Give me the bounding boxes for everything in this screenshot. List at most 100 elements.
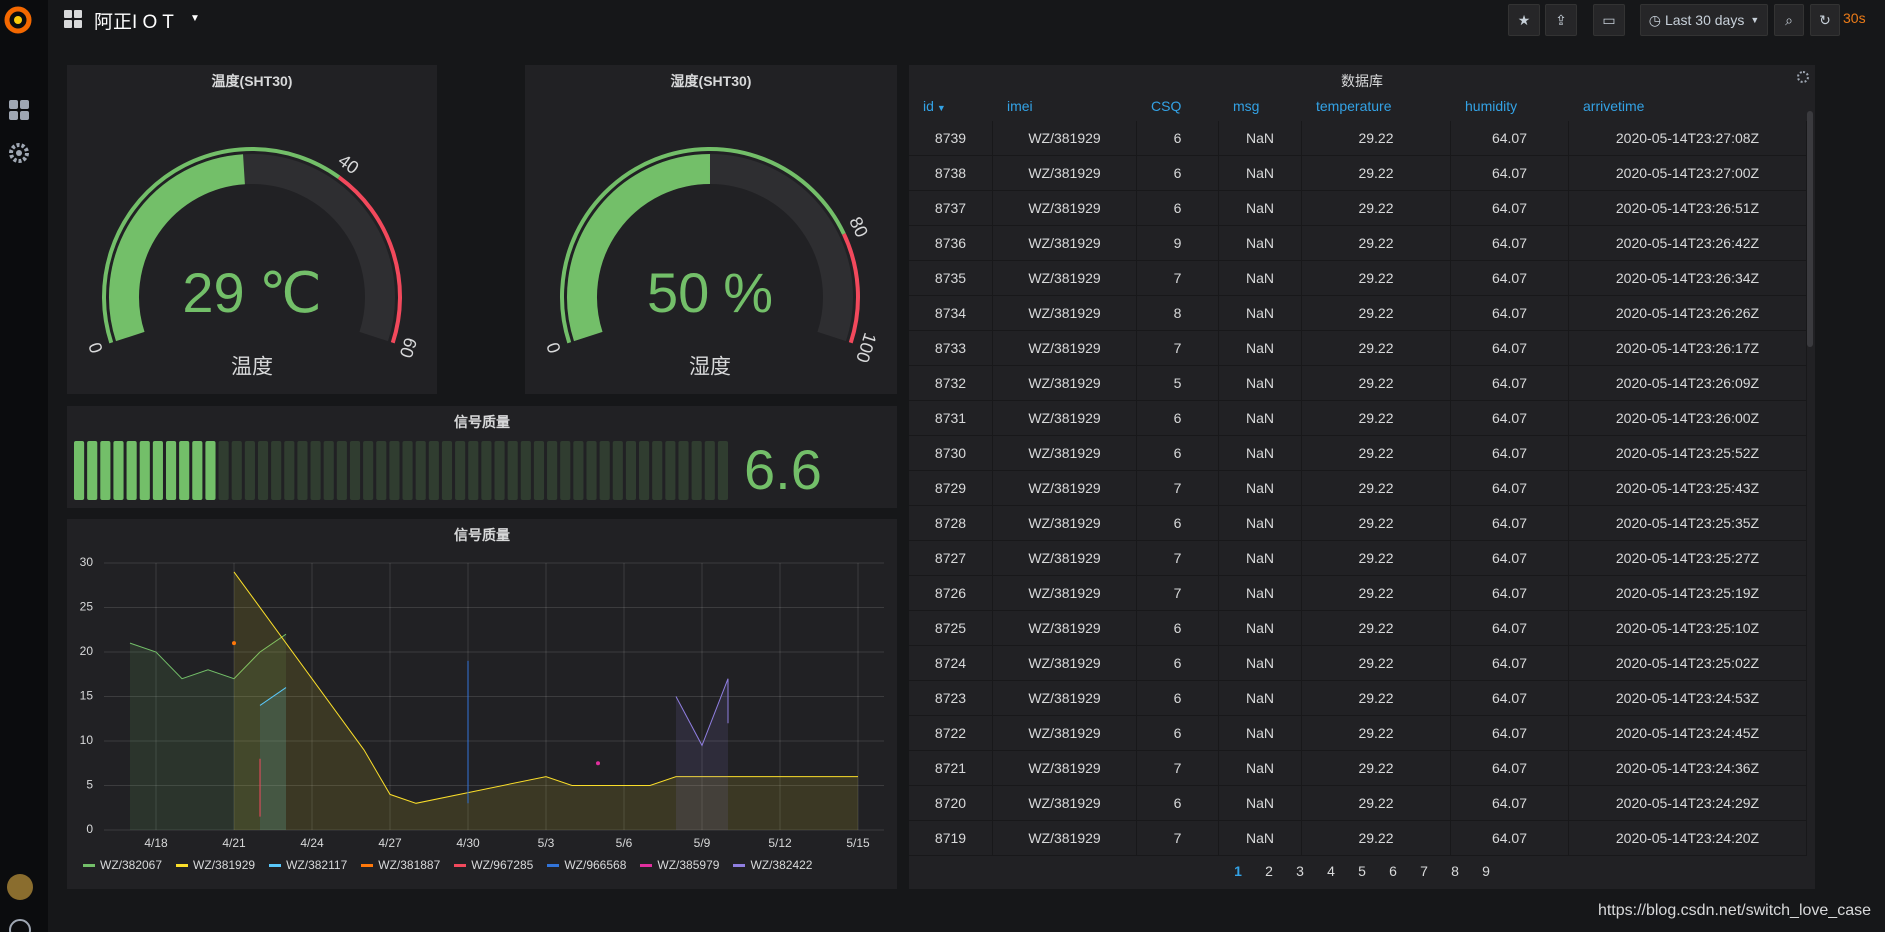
dashboard-icon xyxy=(64,10,82,28)
table-cell: 7 xyxy=(1137,471,1219,506)
table-cell: 64.07 xyxy=(1451,226,1569,261)
cell xyxy=(704,441,715,500)
page-link[interactable]: 7 xyxy=(1420,863,1428,879)
table-row: 8728 WZ/381929 6 NaN 29.22 64.07 2020-05-14T23… xyxy=(909,506,1807,541)
table-cell: WZ/381929 xyxy=(993,331,1137,366)
table-cell: 8722 xyxy=(909,716,993,751)
x-tick-label: 5/15 xyxy=(846,836,870,850)
column-header[interactable]: arrivetime xyxy=(1569,94,1807,119)
gauge-value xyxy=(109,154,246,342)
cell xyxy=(428,441,439,500)
page-link[interactable]: 3 xyxy=(1296,863,1304,879)
title-caret[interactable]: ▼ xyxy=(190,13,200,24)
cell xyxy=(310,441,321,500)
dashboard-title[interactable]: 阿正I O T xyxy=(94,12,174,33)
cell xyxy=(126,441,137,500)
column-header[interactable]: id ▼ xyxy=(909,94,993,119)
x-tick-label: 4/24 xyxy=(300,836,324,850)
unit: ℃ xyxy=(259,261,322,324)
table-cell: 64.07 xyxy=(1451,716,1569,751)
help-icon[interactable] xyxy=(9,919,31,932)
page-link[interactable]: 9 xyxy=(1482,863,1490,879)
table-cell: 2020-05-14T23:26:42Z xyxy=(1569,226,1807,261)
pagination: 1 2 3 4 5 6 7 8 9 xyxy=(909,863,1815,879)
table-cell: WZ/381929 xyxy=(993,296,1137,331)
table-cell: 2020-05-14T23:25:52Z xyxy=(1569,436,1807,471)
table-row: 8725 WZ/381929 6 NaN 29.22 64.07 2020-05-14T23… xyxy=(909,611,1807,646)
page-link[interactable]: 5 xyxy=(1358,863,1366,879)
page-link[interactable]: 1 xyxy=(1234,863,1242,879)
table-cell: 64.07 xyxy=(1451,786,1569,821)
legend-label: WZ/385979 xyxy=(657,858,720,872)
table-cell: 64.07 xyxy=(1451,366,1569,401)
legend-label: WZ/381887 xyxy=(378,858,441,872)
table-cell: 2020-05-14T23:26:34Z xyxy=(1569,261,1807,296)
cell xyxy=(100,441,111,500)
refresh-interval[interactable]: 30s xyxy=(1843,10,1866,26)
table-cell: 2020-05-14T23:26:00Z xyxy=(1569,401,1807,436)
table-cell: 6 xyxy=(1137,506,1219,541)
column-title: CSQ xyxy=(1151,98,1182,114)
refresh-button[interactable]: ↻ xyxy=(1810,4,1840,36)
legend-item: WZ/385979 xyxy=(640,858,719,872)
table-cell: 8735 xyxy=(909,261,993,296)
logo[interactable] xyxy=(4,6,32,34)
cell xyxy=(533,441,545,500)
cell xyxy=(363,441,374,500)
page-link[interactable]: 6 xyxy=(1389,863,1397,879)
table-cell: 64.07 xyxy=(1451,436,1569,471)
y-tick-label: 0 xyxy=(86,822,93,836)
column-header[interactable]: imei xyxy=(993,94,1137,119)
dashboards-icon[interactable] xyxy=(9,100,29,120)
table-cell: WZ/381929 xyxy=(993,401,1137,436)
tv-button[interactable]: ▭ xyxy=(1593,4,1625,36)
x-tick-label: 4/18 xyxy=(144,836,168,850)
table-row: 8720 WZ/381929 6 NaN 29.22 64.07 2020-05-14T23… xyxy=(909,786,1807,821)
x-tick-label: 5/9 xyxy=(694,836,711,850)
area xyxy=(234,571,858,830)
table-row: 8727 WZ/381929 7 NaN 29.22 64.07 2020-05-14T23… xyxy=(909,541,1807,576)
table-cell: WZ/381929 xyxy=(993,261,1137,296)
zoom-button[interactable]: ⌕ xyxy=(1774,4,1804,36)
page-link[interactable]: 8 xyxy=(1451,863,1459,879)
page-link[interactable]: 2 xyxy=(1265,863,1273,879)
column-header[interactable]: CSQ xyxy=(1137,94,1219,119)
refresh-spinner xyxy=(1797,71,1809,83)
column-header[interactable]: humidity xyxy=(1451,94,1569,119)
share-button[interactable]: ⇪ xyxy=(1545,4,1577,36)
avatar[interactable] xyxy=(7,874,33,900)
page-link[interactable]: 4 xyxy=(1327,863,1335,879)
scrollbar xyxy=(1807,111,1813,347)
cell xyxy=(179,441,190,500)
table-row: 8719 WZ/381929 7 NaN 29.22 64.07 2020-05-14T23… xyxy=(909,821,1807,856)
cell xyxy=(586,441,597,500)
cell xyxy=(284,441,295,500)
table-row: 8726 WZ/381929 7 NaN 29.22 64.07 2020-05-14T23… xyxy=(909,576,1807,611)
table-cell: WZ/381929 xyxy=(993,506,1137,541)
table-cell: 2020-05-14T23:26:09Z xyxy=(1569,366,1807,401)
table-cell: 6 xyxy=(1137,611,1219,646)
cell xyxy=(481,441,492,500)
table-cell: 29.22 xyxy=(1302,716,1451,751)
cell xyxy=(218,441,229,500)
column-header[interactable]: temperature xyxy=(1302,94,1451,119)
bar-gauge-value: 6.6 xyxy=(744,438,822,501)
cell xyxy=(389,441,400,500)
cell xyxy=(113,441,124,500)
column-header[interactable]: msg xyxy=(1219,94,1302,119)
time-picker[interactable]: ◷ Last 30 days ▼ xyxy=(1640,4,1768,36)
star-button[interactable]: ★ xyxy=(1508,4,1540,36)
table-cell: 2020-05-14T23:24:45Z xyxy=(1569,716,1807,751)
table-cell: NaN xyxy=(1219,821,1302,856)
bar-gauge-track xyxy=(218,441,728,500)
area xyxy=(676,678,728,830)
settings-icon[interactable] xyxy=(9,143,29,163)
table-cell: NaN xyxy=(1219,471,1302,506)
x-tick-label: 5/6 xyxy=(616,836,633,850)
table-cell: WZ/381929 xyxy=(993,156,1137,191)
graph-panel: 信号质量 0 5 10 15 20 25 30 4/18 4/21 4/24 4/27 4/30 5/3 5… xyxy=(67,519,897,889)
column-title: imei xyxy=(1007,98,1033,114)
table-cell: 64.07 xyxy=(1451,506,1569,541)
legend-swatch xyxy=(269,863,282,867)
table-cell: NaN xyxy=(1219,786,1302,821)
